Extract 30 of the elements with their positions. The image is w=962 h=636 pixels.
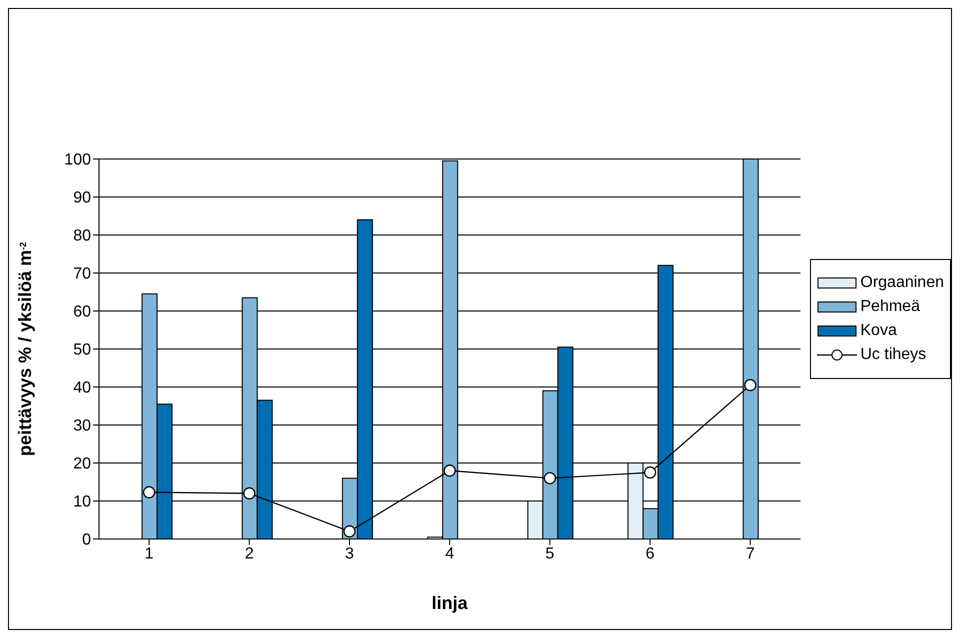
point bbox=[644, 466, 656, 479]
y-tick-label: 90 bbox=[73, 190, 92, 207]
legend-label: Pehmeä bbox=[860, 298, 920, 316]
x-tick-label: 3 bbox=[345, 545, 354, 562]
y-tick-label: 20 bbox=[73, 456, 92, 473]
x-tick-label: 5 bbox=[545, 545, 554, 562]
x-tick-label: 7 bbox=[746, 545, 755, 562]
y-tick-label: 10 bbox=[73, 494, 92, 511]
point bbox=[744, 379, 756, 392]
point bbox=[143, 486, 156, 498]
point bbox=[444, 464, 456, 477]
point bbox=[343, 525, 356, 538]
point bbox=[243, 487, 256, 500]
y-tick-label: 100 bbox=[64, 152, 92, 169]
x-tick-label: 1 bbox=[144, 545, 154, 562]
y-tick-label: 0 bbox=[82, 532, 92, 549]
legend-label: Uc tiheys bbox=[860, 346, 926, 364]
legend-label: Kova bbox=[860, 322, 897, 340]
x-tick-label: 4 bbox=[445, 545, 454, 562]
y-tick-label: 80 bbox=[73, 228, 92, 245]
x-tick-label: 2 bbox=[244, 545, 254, 562]
x-axis-title: linja bbox=[432, 593, 469, 613]
legend-label: Orgaaninen bbox=[860, 274, 944, 292]
x-tick-label: 6 bbox=[646, 545, 655, 562]
y-tick-label: 60 bbox=[73, 304, 92, 321]
y-tick-label: 50 bbox=[73, 342, 92, 359]
y-tick-label: 40 bbox=[73, 380, 92, 397]
point bbox=[544, 472, 556, 484]
y-tick-label: 70 bbox=[73, 266, 92, 283]
y-tick-label: 30 bbox=[73, 418, 92, 435]
